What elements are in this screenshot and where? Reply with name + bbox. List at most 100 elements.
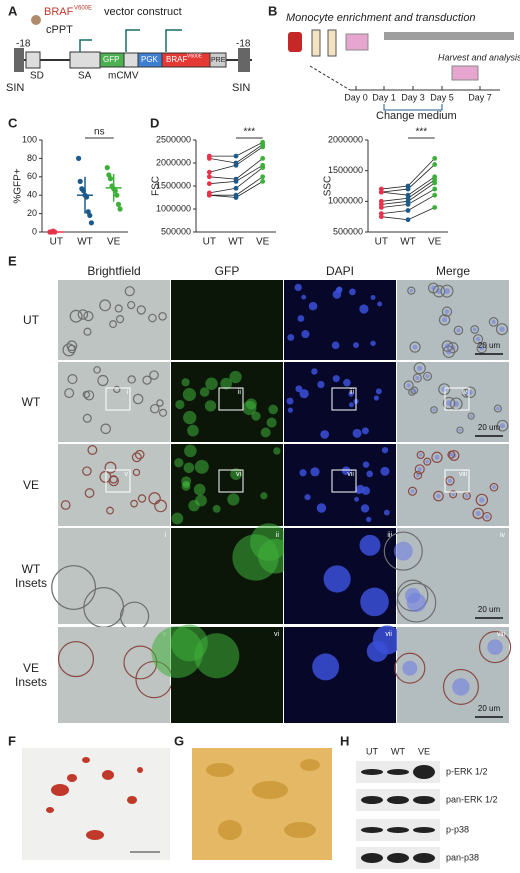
sd-label: SD — [30, 71, 44, 82]
cell — [456, 426, 464, 434]
nucleus — [331, 341, 340, 350]
dot — [260, 165, 266, 171]
y-axis-label: %GFP+ — [13, 168, 24, 203]
cell — [134, 449, 145, 460]
nucleus — [332, 375, 340, 383]
dot — [432, 186, 438, 192]
x-tick-label: VE — [428, 237, 442, 248]
gfp-signal — [193, 483, 206, 496]
cell — [113, 385, 121, 394]
nucleus — [444, 288, 450, 295]
cell — [99, 470, 112, 483]
cell — [493, 404, 502, 413]
cell — [130, 499, 138, 508]
nucleus — [410, 489, 415, 494]
gfp-signal — [184, 444, 197, 458]
dot — [378, 189, 384, 195]
roi-box — [444, 469, 470, 493]
roi-label: iii — [349, 389, 354, 396]
cell — [115, 315, 125, 324]
cell — [158, 312, 167, 321]
cell — [131, 452, 142, 463]
gfp-signal — [182, 387, 196, 402]
cell — [87, 445, 98, 455]
nucleus — [484, 514, 490, 519]
y-tick-label: 1500000 — [156, 180, 191, 190]
nucleus — [492, 485, 496, 490]
cell — [440, 284, 454, 298]
dot — [432, 162, 438, 167]
dot — [77, 178, 83, 184]
gfp-signal — [229, 370, 242, 384]
gfp-signal — [183, 462, 195, 474]
nucleus — [366, 516, 372, 523]
change-medium: Change medium — [376, 110, 457, 122]
micrograph — [58, 362, 170, 442]
nucleus — [316, 503, 327, 513]
ltr-right — [238, 48, 250, 72]
gfp-signal — [230, 468, 242, 481]
nucleus — [409, 288, 414, 293]
nucleus — [311, 368, 318, 375]
dot — [378, 214, 384, 220]
gfp-signal — [260, 427, 271, 438]
nucleus — [446, 400, 452, 406]
dot — [233, 162, 239, 168]
cell — [97, 374, 109, 387]
gfp-signal — [266, 417, 277, 428]
cell — [82, 413, 92, 423]
inset-label: vii — [385, 631, 392, 638]
nucleus — [341, 466, 351, 476]
dot — [260, 174, 266, 180]
panel-letter: C — [8, 115, 18, 130]
nucleus — [441, 386, 447, 392]
nucleus — [436, 493, 441, 499]
nucleus — [366, 470, 374, 478]
cell — [445, 476, 455, 486]
vector-icon — [31, 15, 41, 25]
micrograph — [58, 528, 170, 624]
nucleus — [380, 466, 390, 476]
dot — [432, 180, 438, 186]
cell — [488, 317, 499, 327]
inset-label: i — [164, 532, 166, 539]
cell — [467, 412, 475, 420]
nucleus — [370, 340, 376, 347]
scale-bar-label: 20 um — [478, 704, 501, 713]
construct-title-sup: V600E — [74, 6, 92, 12]
cell — [464, 386, 477, 399]
dot — [206, 169, 212, 175]
cell — [127, 375, 136, 384]
nucleus — [449, 452, 453, 457]
cell — [408, 388, 416, 396]
nucleus — [381, 446, 389, 454]
gfp-signal — [260, 492, 268, 500]
roi-box — [444, 387, 470, 411]
column-header: GFP — [215, 264, 240, 278]
row-label: VE — [22, 478, 39, 492]
panel-letter: H — [340, 733, 349, 748]
blot-band — [387, 796, 409, 804]
cell — [478, 630, 512, 664]
braf-label-sup: V600E — [187, 53, 203, 59]
nucleus — [393, 541, 413, 561]
box — [123, 52, 139, 68]
gfp-signal — [194, 633, 240, 679]
cell — [148, 313, 157, 323]
gfp-signal — [174, 458, 184, 468]
day-label: Day 5 — [430, 92, 454, 102]
ltr-left — [14, 48, 24, 72]
cell — [82, 466, 92, 476]
nucleus — [475, 336, 481, 342]
y-tick-label: 500000 — [161, 226, 191, 236]
roi-label: vi — [236, 471, 242, 478]
dot — [206, 181, 212, 187]
nucleus — [458, 428, 462, 432]
nucleus — [297, 315, 305, 322]
cell — [396, 582, 437, 623]
gfp-signal — [251, 411, 261, 421]
blot-band — [387, 853, 409, 863]
y-tick-label: 2000000 — [328, 134, 363, 144]
blot-band — [413, 827, 435, 833]
cell — [441, 340, 454, 352]
